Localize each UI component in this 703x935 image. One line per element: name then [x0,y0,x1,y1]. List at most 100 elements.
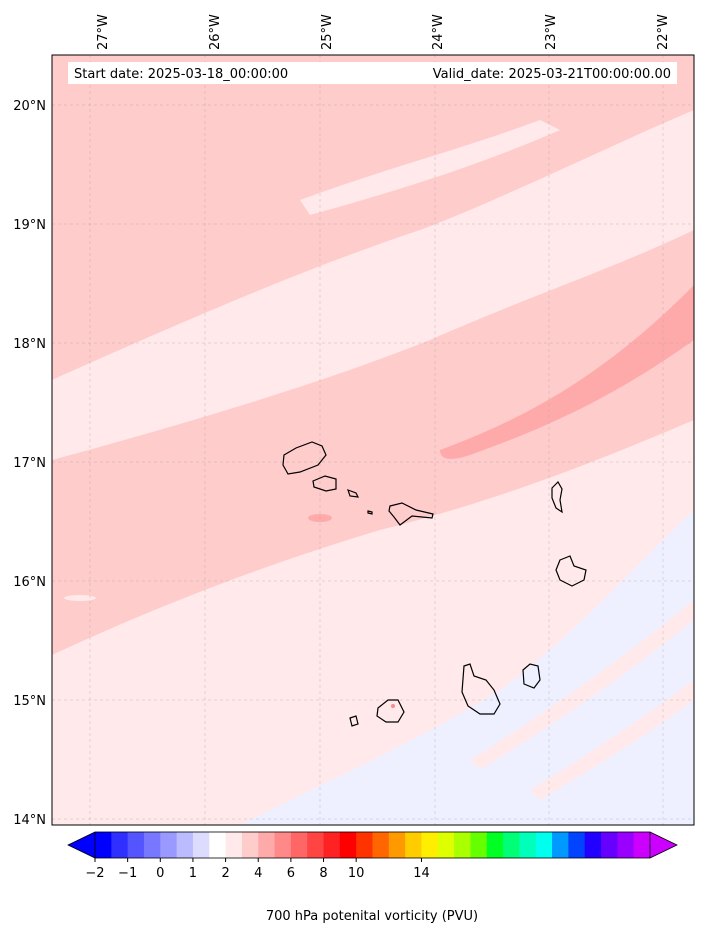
pv-blob [64,595,96,601]
colorbar-extend-high [650,832,677,858]
colorbar-tick-label: −1 [118,866,137,881]
colorbar-cell [95,832,112,858]
map-frame [51,54,695,826]
colorbar-cell [356,832,373,858]
colorbar-cell [503,832,520,858]
lat-label: 14°N [13,813,46,828]
lat-label: 15°N [13,694,46,709]
colorbar-cell [519,832,537,858]
lat-labels: 20°N 19°N 18°N 17°N 16°N 15°N 14°N [13,99,46,828]
colorbar-cell [339,832,357,858]
colorbar-cell [143,832,161,858]
valid-date-label: Valid_date: 2025-03-21T00:00:00.00 [433,67,671,82]
pv-band-strong [440,285,694,459]
colorbar-cell [127,832,145,858]
colorbar-cell [421,832,439,858]
pv-streak [530,680,694,800]
colorbar-cell [568,832,586,858]
colorbar-cell [160,832,178,858]
colorbar-outline-left [67,831,96,859]
pv-streak [470,600,694,770]
header-box [68,62,677,84]
lat-label: 20°N [13,99,46,114]
colorbar-tick-label: −2 [85,866,104,881]
lon-label: 24°W [431,14,446,50]
colorbar-tick-label: 6 [287,866,295,881]
colorbar-cell [307,832,325,858]
island-brava [349,715,359,727]
pv-streak [52,210,610,420]
colorbar-cell [552,832,569,858]
colorbar-cell [535,832,553,858]
island-santo-antao [282,441,327,475]
colorbar-tick-label: 10 [348,866,365,881]
pv-negative-region [240,510,694,825]
pv-streak [300,120,560,215]
lon-labels: 27°W 26°W 25°W 24°W 23°W 22°W [96,14,671,50]
colorbar-label: 700 hPa potenital vorticity (PVU) [266,909,478,924]
island-santa-luzia [347,488,360,498]
pv-blob [150,117,170,123]
colorbar-cell [241,832,259,858]
colorbar-cell [405,832,422,858]
colorbar-ticks: −2 −1 0 1 2 4 6 8 10 14 [85,858,430,881]
lat-label: 17°N [13,456,46,471]
island-sao-vicente [312,475,337,492]
pv-streak [520,160,694,235]
colorbar-cell [470,832,488,858]
colorbar-cell [176,832,194,858]
colorbar-cell [209,832,227,858]
gridlines [52,55,694,825]
colorbar-frame [94,831,651,859]
lon-label: 22°W [656,14,671,50]
colorbar-tick-label: 4 [254,866,262,881]
colorbar-cell [601,832,618,858]
pv-blob [181,292,219,308]
colorbar: −2 −1 0 1 2 4 6 8 10 14 700 hPa potenital vortici… [67,831,678,924]
map-panel [52,55,694,825]
island-sal [551,481,563,514]
island-santiago [461,663,501,715]
colorbar-cells [95,832,651,858]
colorbar-cell [437,832,455,858]
colorbar-cell [225,832,243,858]
colorbar-cell [372,832,390,858]
colorbar-cell [111,832,129,858]
colorbar-cell [617,832,635,858]
lon-label: 26°W [208,14,223,50]
lat-label: 18°N [13,337,46,352]
colorbar-cell [323,832,341,858]
lat-label: 19°N [13,218,46,233]
island-fogo [376,699,405,723]
lon-label: 25°W [320,14,335,50]
colorbar-tick-label: 8 [319,866,327,881]
lon-label: 27°W [96,14,111,50]
colorbar-tick-label: 14 [413,866,430,881]
pv-blob [200,735,260,755]
colorbar-cell [258,832,276,858]
start-date-label: Start date: 2025-03-18_00:00:00 [74,67,288,82]
colorbar-cell [584,832,602,858]
colorbar-cell [192,832,210,858]
coastlines [282,441,587,727]
lon-label: 23°W [544,14,559,50]
colorbar-outline-right [649,831,678,859]
colorbar-cell [290,832,308,858]
island-maio [522,663,541,689]
colorbar-cell [633,832,651,858]
pv-blob [123,242,157,258]
colorbar-cell [454,832,471,858]
colorbar-tick-label: 1 [189,866,197,881]
colorbar-extend-low [68,832,95,858]
island-boa-vista [555,555,587,587]
lat-label: 16°N [13,575,46,590]
pv-blob [391,704,395,708]
pv-band-main [52,230,694,655]
pv-blob [236,137,264,143]
colorbar-tick-label: 0 [156,866,164,881]
island-sao-nicolau [367,502,434,526]
colorbar-cell [388,832,406,858]
colorbar-cell [486,832,504,858]
colorbar-tick-label: 2 [221,866,229,881]
